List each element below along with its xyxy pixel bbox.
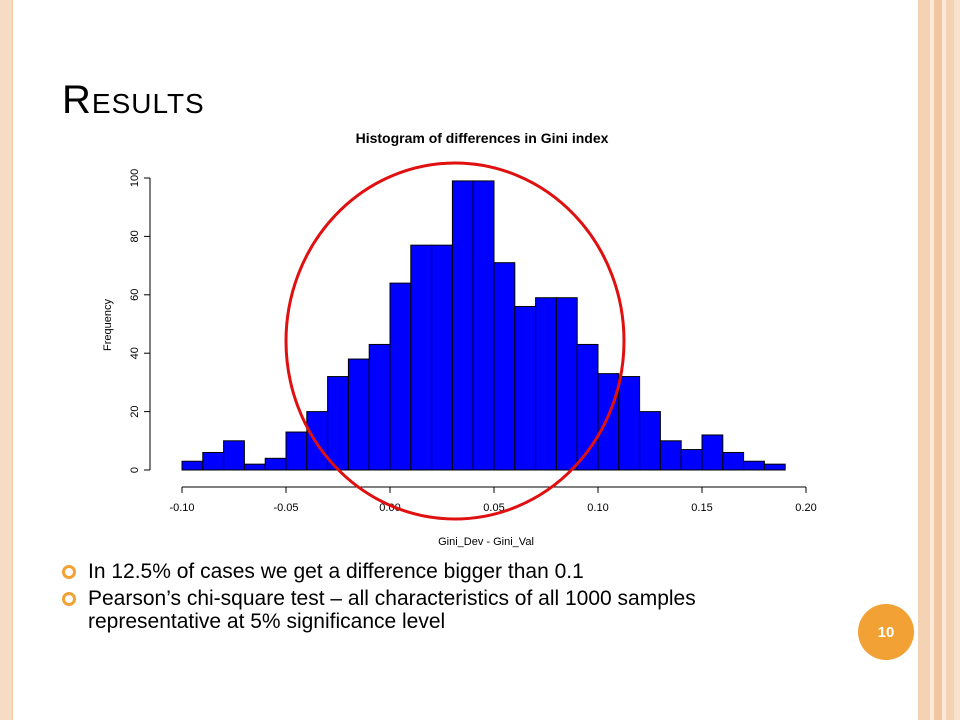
y-axis: 0 20 40 60 80 100 <box>129 169 151 473</box>
histogram-bar <box>535 297 557 471</box>
histogram-bar <box>327 376 349 471</box>
histogram-bar <box>368 343 391 471</box>
x-tick-label: 0.00 <box>379 502 400 514</box>
histogram-bar <box>389 282 412 471</box>
y-tick-label: 60 <box>129 289 141 301</box>
x-tick-label: -0.05 <box>273 502 298 514</box>
histogram-bar <box>223 440 245 471</box>
histogram-bar <box>451 180 474 471</box>
histogram-bar <box>701 434 724 471</box>
histogram-bar <box>514 305 537 471</box>
histogram-bar <box>493 262 516 471</box>
histogram-bar <box>347 358 370 471</box>
y-tick-label: 20 <box>129 405 141 417</box>
y-axis-label: Frequency <box>102 299 114 351</box>
bullet-item: In 12.5% of cases we get a difference bi… <box>62 560 782 583</box>
histogram-bar <box>618 376 641 471</box>
histogram-bar <box>181 460 204 471</box>
histogram-bar <box>285 431 308 471</box>
highlight-circle-annotation <box>284 161 626 521</box>
histogram-bar <box>722 451 745 471</box>
page-number-badge: 10 <box>858 604 914 660</box>
histogram-bar <box>431 244 453 471</box>
histogram-bar <box>243 463 266 471</box>
y-tick-label: 80 <box>129 230 141 242</box>
x-tick-label: 0.20 <box>795 502 816 514</box>
histogram-bar <box>763 463 786 471</box>
y-tick-label: 40 <box>129 347 141 359</box>
y-tick-label: 0 <box>129 467 141 473</box>
histogram-bar <box>659 440 682 471</box>
y-tick-label: 100 <box>129 169 141 187</box>
histogram-bar <box>680 449 703 471</box>
x-axis-label: Gini_Dev - Gini_Val <box>438 536 534 548</box>
bullet-text: In 12.5% of cases we get a difference bi… <box>88 560 584 583</box>
x-tick-label: 0.10 <box>587 502 608 514</box>
histogram-bar <box>472 180 495 471</box>
bullet-circle-icon <box>62 565 76 579</box>
histogram-bar <box>410 244 433 471</box>
x-tick-label: -0.10 <box>169 502 194 514</box>
x-tick-label: 0.15 <box>691 502 712 514</box>
histogram-bar <box>597 373 620 471</box>
bullet-item: Pearson’s chi-square test – all characte… <box>62 587 782 633</box>
histogram-bar <box>555 297 578 471</box>
slide-title: Results <box>62 78 205 122</box>
histogram-bar <box>639 411 661 471</box>
x-tick-label: 0.05 <box>483 502 504 514</box>
histogram-bar <box>306 411 329 471</box>
bullet-list: In 12.5% of cases we get a difference bi… <box>62 560 782 637</box>
histogram-bar <box>202 451 225 471</box>
chart-title: Histogram of differences in Gini index <box>356 130 609 146</box>
histogram-bar <box>264 457 287 471</box>
histogram-bar <box>743 460 765 471</box>
histogram-bars <box>181 180 786 471</box>
right-decorative-border <box>916 0 960 720</box>
left-decorative-border <box>0 0 13 720</box>
bullet-text: Pearson’s chi-square test – all characte… <box>88 587 696 633</box>
bullet-circle-icon <box>62 592 76 606</box>
x-axis: -0.10 -0.05 0.00 0.05 0.10 0.15 0.20 <box>169 486 817 514</box>
